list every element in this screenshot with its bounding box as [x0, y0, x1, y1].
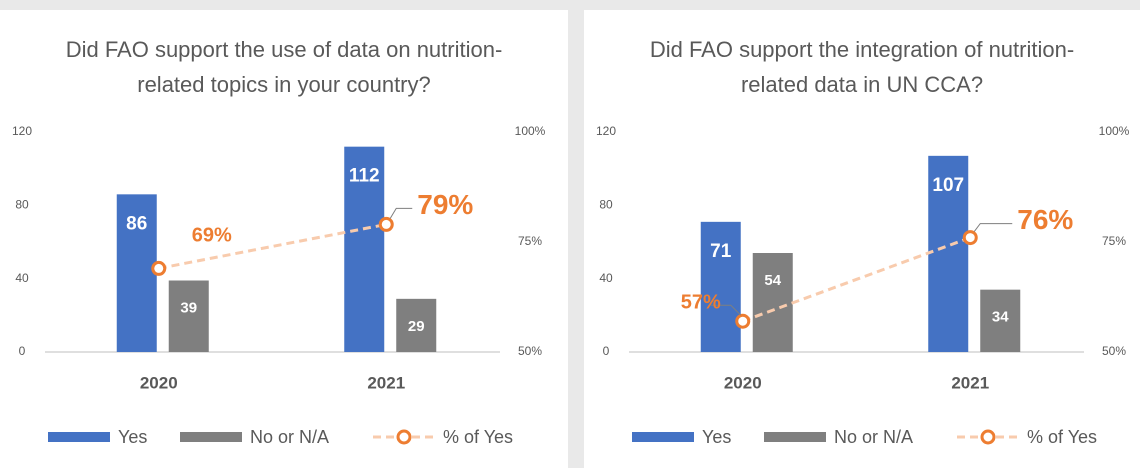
legend-label: % of Yes: [1027, 427, 1097, 447]
y2-tick-label: 100%: [1099, 124, 1130, 138]
chart: 0 40 80 120 50% 75% 100% 2020 2021 71 107 54 34 57% 76…: [596, 124, 1130, 447]
chart-panel: Did FAO support the use of data on nutri…: [0, 10, 568, 468]
line-marker: [378, 216, 394, 232]
bar: [116, 194, 157, 352]
x-tick-label: 2021: [951, 373, 989, 392]
legend-label: Yes: [702, 427, 731, 447]
data-label: 34: [992, 309, 1009, 326]
x-tick-label: 2020: [140, 373, 178, 392]
chart-panel: Did FAO support the integration of nutri…: [584, 10, 1140, 468]
chart: 0 40 80 120 50% 75% 100% 2020 2021 86 112 39 29 69% 79…: [12, 124, 546, 447]
y-tick-label: 120: [12, 124, 32, 138]
y-tick-label: 40: [15, 271, 29, 285]
bar: [928, 155, 969, 352]
legend-marker: [980, 429, 996, 445]
x-tick-label: 2021: [367, 373, 405, 392]
bar: [980, 289, 1021, 352]
data-label: 69%: [192, 225, 232, 247]
y2-tick-label: 75%: [518, 234, 542, 248]
chart-title: Did FAO support the integration of nutri…: [649, 37, 1075, 97]
data-label: 107: [932, 175, 964, 196]
legend-swatch: [764, 432, 826, 442]
line-marker: [151, 260, 167, 276]
x-tick-label: 2020: [724, 373, 762, 392]
y2-tick-label: 50%: [1102, 344, 1126, 358]
legend-label: No or N/A: [250, 427, 329, 447]
leader-line: [389, 207, 413, 219]
data-label: 54: [764, 272, 781, 289]
legend-swatch: [632, 432, 694, 442]
leader-line: [710, 304, 742, 316]
legend-label: No or N/A: [834, 427, 913, 447]
bar: [396, 298, 437, 352]
legend-label: % of Yes: [443, 427, 513, 447]
y-tick-label: 0: [603, 344, 610, 358]
data-label: 79%: [417, 189, 473, 220]
bar: [700, 221, 741, 352]
data-label: 39: [180, 299, 197, 316]
legend-swatch: [48, 432, 110, 442]
line: [742, 236, 971, 323]
y2-tick-label: 75%: [1102, 234, 1126, 248]
data-label: 86: [126, 213, 147, 234]
legend-label: Yes: [118, 427, 147, 447]
data-label: 112: [349, 166, 380, 187]
y-tick-label: 80: [599, 198, 613, 212]
bar: [752, 253, 793, 352]
line-marker: [962, 230, 978, 246]
y-tick-label: 120: [596, 124, 616, 138]
y2-tick-label: 100%: [515, 124, 546, 138]
y-tick-label: 0: [19, 344, 26, 358]
bar: [344, 146, 385, 352]
line-marker: [735, 313, 751, 329]
legend-marker: [396, 429, 412, 445]
data-label: 57%: [681, 291, 721, 313]
y-tick-label: 40: [599, 271, 613, 285]
chart-title: Did FAO support the use of data on nutri…: [65, 37, 503, 97]
data-label: 76%: [1017, 204, 1073, 235]
y-tick-label: 80: [15, 198, 29, 212]
bar: [168, 280, 209, 352]
y2-tick-label: 50%: [518, 344, 542, 358]
legend-swatch: [180, 432, 242, 442]
leader-line: [973, 223, 1013, 232]
data-label: 29: [408, 318, 425, 335]
data-label: 71: [710, 241, 732, 262]
